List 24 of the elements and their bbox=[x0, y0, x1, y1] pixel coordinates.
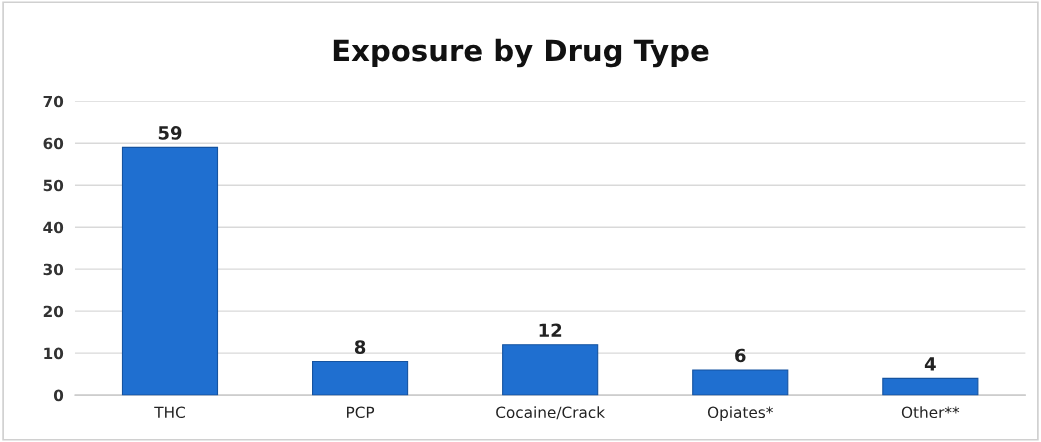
y-tick-label: 50 bbox=[43, 179, 64, 192]
data-label: 12 bbox=[539, 323, 562, 337]
bar bbox=[121, 146, 219, 396]
y-tick-label: 70 bbox=[43, 95, 64, 108]
x-tick-label: THC bbox=[154, 406, 185, 419]
y-tick-label: 60 bbox=[43, 137, 64, 150]
y-tick-label: 30 bbox=[43, 263, 64, 276]
bar bbox=[502, 344, 599, 396]
y-tick-label: 10 bbox=[44, 347, 64, 360]
data-label: 59 bbox=[158, 126, 182, 140]
data-label: 6 bbox=[735, 348, 746, 363]
data-label: 8 bbox=[354, 340, 366, 354]
y-tick-label: 40 bbox=[43, 221, 64, 234]
data-label: 4 bbox=[924, 357, 936, 371]
x-tick-label: Opiates* bbox=[707, 406, 773, 422]
y-tick-label: 0 bbox=[53, 389, 64, 402]
bar bbox=[312, 361, 409, 396]
bar bbox=[692, 369, 789, 396]
bar bbox=[882, 377, 979, 396]
y-tick-label: 20 bbox=[43, 305, 64, 318]
x-tick-label: PCP bbox=[347, 406, 375, 419]
chart-title: Exposure by Drug Type bbox=[333, 38, 709, 68]
x-tick-label: Cocaine/Crack bbox=[496, 406, 606, 420]
x-tick-label: Other** bbox=[901, 406, 960, 419]
